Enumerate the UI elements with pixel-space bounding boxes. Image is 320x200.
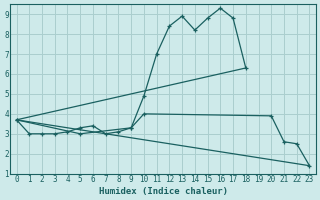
X-axis label: Humidex (Indice chaleur): Humidex (Indice chaleur) [99,187,228,196]
